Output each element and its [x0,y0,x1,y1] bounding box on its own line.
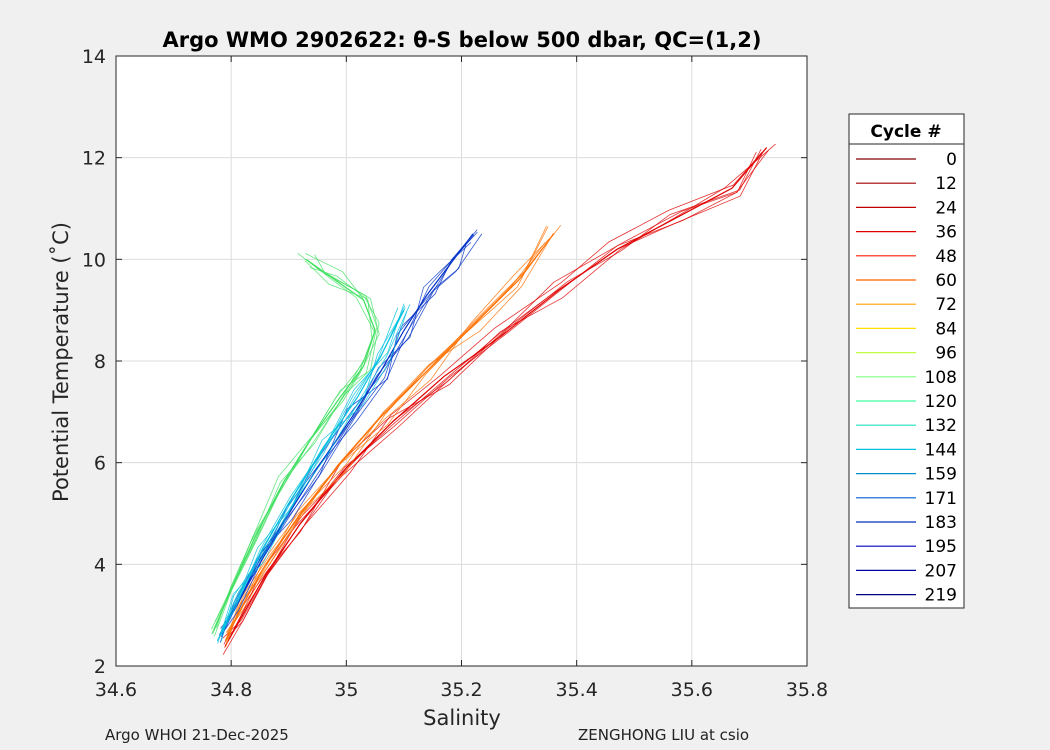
series-strand-0 [223,149,762,645]
y-tick-label: 14 [82,46,106,68]
legend-label: 120 [925,392,957,412]
series-strand-3 [220,304,411,631]
y-tick-label: 10 [82,249,106,271]
legend-label: 183 [925,513,957,533]
series-line-4 [213,258,376,631]
series-strand-0 [222,152,763,655]
legend-box [848,113,965,609]
legend-label: 24 [935,198,957,218]
series-strand-2 [219,231,478,635]
y-axis-ticks: 2 4 6 8 10 12 14 [82,46,807,678]
series-strand-0 [226,149,769,639]
x-tick-label: 34.8 [210,679,252,701]
legend-label: 48 [935,247,957,267]
legend-label: 0 [946,150,957,170]
footer-credit-right: ZENGHONG LIU at csio [578,726,750,744]
y-axis-label: Potential Temperature (˚C) [49,222,73,502]
legend-label: 12 [935,174,957,194]
legend-label: 207 [925,561,957,581]
legend-label: 60 [935,271,957,291]
legend-label: 72 [935,295,957,315]
series-line-3 [219,309,405,636]
x-tick-label: 34.6 [95,679,137,701]
legend-label: 159 [925,465,957,485]
legend: Cycle # 0 12 24 36 48 60 72 84 96 108 120 132 144 159… [848,113,965,609]
series-line-1 [224,233,555,641]
legend-entries: 0 12 24 36 48 60 72 84 96 108 120 132 144 159 171 183 19… [856,150,957,606]
series-layer [211,143,776,655]
legend-label: 36 [935,223,957,243]
series-strand-1 [225,226,547,633]
series-strand-1 [225,226,549,648]
y-tick-label: 4 [94,554,106,576]
x-tick-label: 35.8 [786,679,828,701]
legend-label: 219 [925,586,957,606]
series-strand-3 [219,307,406,638]
series-strand-2 [221,242,472,635]
legend-label: 171 [925,489,957,509]
footer-credit-left: Argo WHOI 21-Dec-2025 [105,726,289,744]
legend-label: 84 [935,319,957,339]
legend-title: Cycle # [870,122,941,142]
x-tick-label: 35.4 [556,679,598,701]
series-strand-1 [227,232,554,640]
x-axis-ticks: 34.6 34.8 35 35.2 35.4 35.6 35.8 [95,56,828,701]
series-line-0 [224,147,768,646]
legend-label: 195 [925,537,957,557]
x-axis-label: Salinity [423,706,501,730]
x-tick-label: 35.6 [671,679,713,701]
y-tick-label: 8 [94,351,106,373]
series-strand-4 [214,260,380,623]
x-tick-label: 35.2 [440,679,482,701]
legend-label: 132 [925,416,957,436]
legend-label: 108 [925,368,957,388]
legend-label: 144 [925,440,957,460]
y-tick-label: 12 [82,148,106,170]
series-strand-4 [216,254,380,628]
y-tick-label: 2 [94,656,106,678]
series-strand-2 [220,242,468,637]
y-tick-label: 6 [94,453,106,475]
x-tick-label: 35 [334,679,358,701]
chart-title: Argo WMO 2902622: θ-S below 500 dbar, QC… [163,28,762,52]
legend-label: 96 [935,344,957,364]
